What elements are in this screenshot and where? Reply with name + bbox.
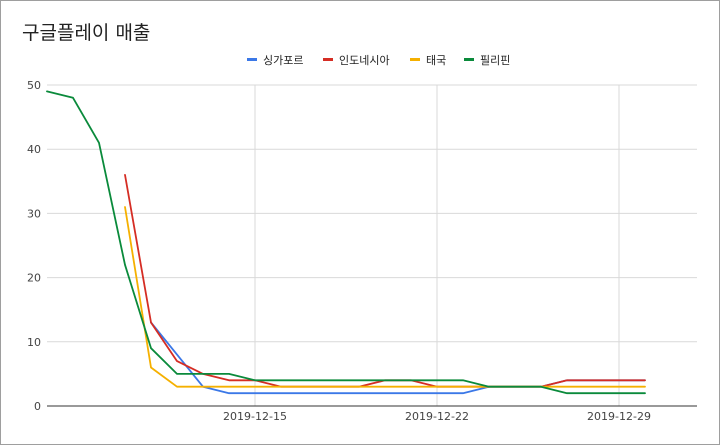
y-tick-label: 30 [27, 207, 41, 220]
y-tick-label: 50 [27, 79, 41, 92]
legend-layer: 싱가포르 인도네시아 태국 필리핀 [247, 54, 510, 67]
chart-title: 구글플레이 매출 [22, 22, 151, 44]
legend-swatch [464, 58, 474, 61]
y-tick-label: 10 [27, 336, 41, 349]
y-tick-label: 20 [27, 272, 41, 285]
legend-label: 필리핀 [480, 54, 510, 67]
legend-swatch [410, 58, 420, 61]
legend-swatch [323, 58, 333, 61]
series-layer [46, 90, 646, 395]
x-tick-label: 2019-12-22 [405, 410, 469, 423]
grid-layer [47, 84, 697, 406]
x-tick-label: 2019-12-15 [223, 410, 287, 423]
legend-label: 싱가포르 [263, 54, 303, 67]
x-tick-label: 2019-12-29 [587, 410, 651, 423]
series-line-0 [150, 321, 646, 395]
legend-swatch [247, 58, 257, 61]
series-line-2 [124, 206, 646, 388]
axis-layer: 0 10 20 30 40 50 2019-12-15 2019-12-22 2019-12-2… [27, 79, 697, 423]
legend-label: 태국 [426, 54, 446, 67]
series-line-1 [124, 174, 646, 388]
legend-label: 인도네시아 [339, 54, 390, 67]
y-tick-label: 0 [34, 400, 41, 413]
y-tick-label: 40 [27, 143, 41, 156]
series-line-3 [46, 90, 646, 395]
